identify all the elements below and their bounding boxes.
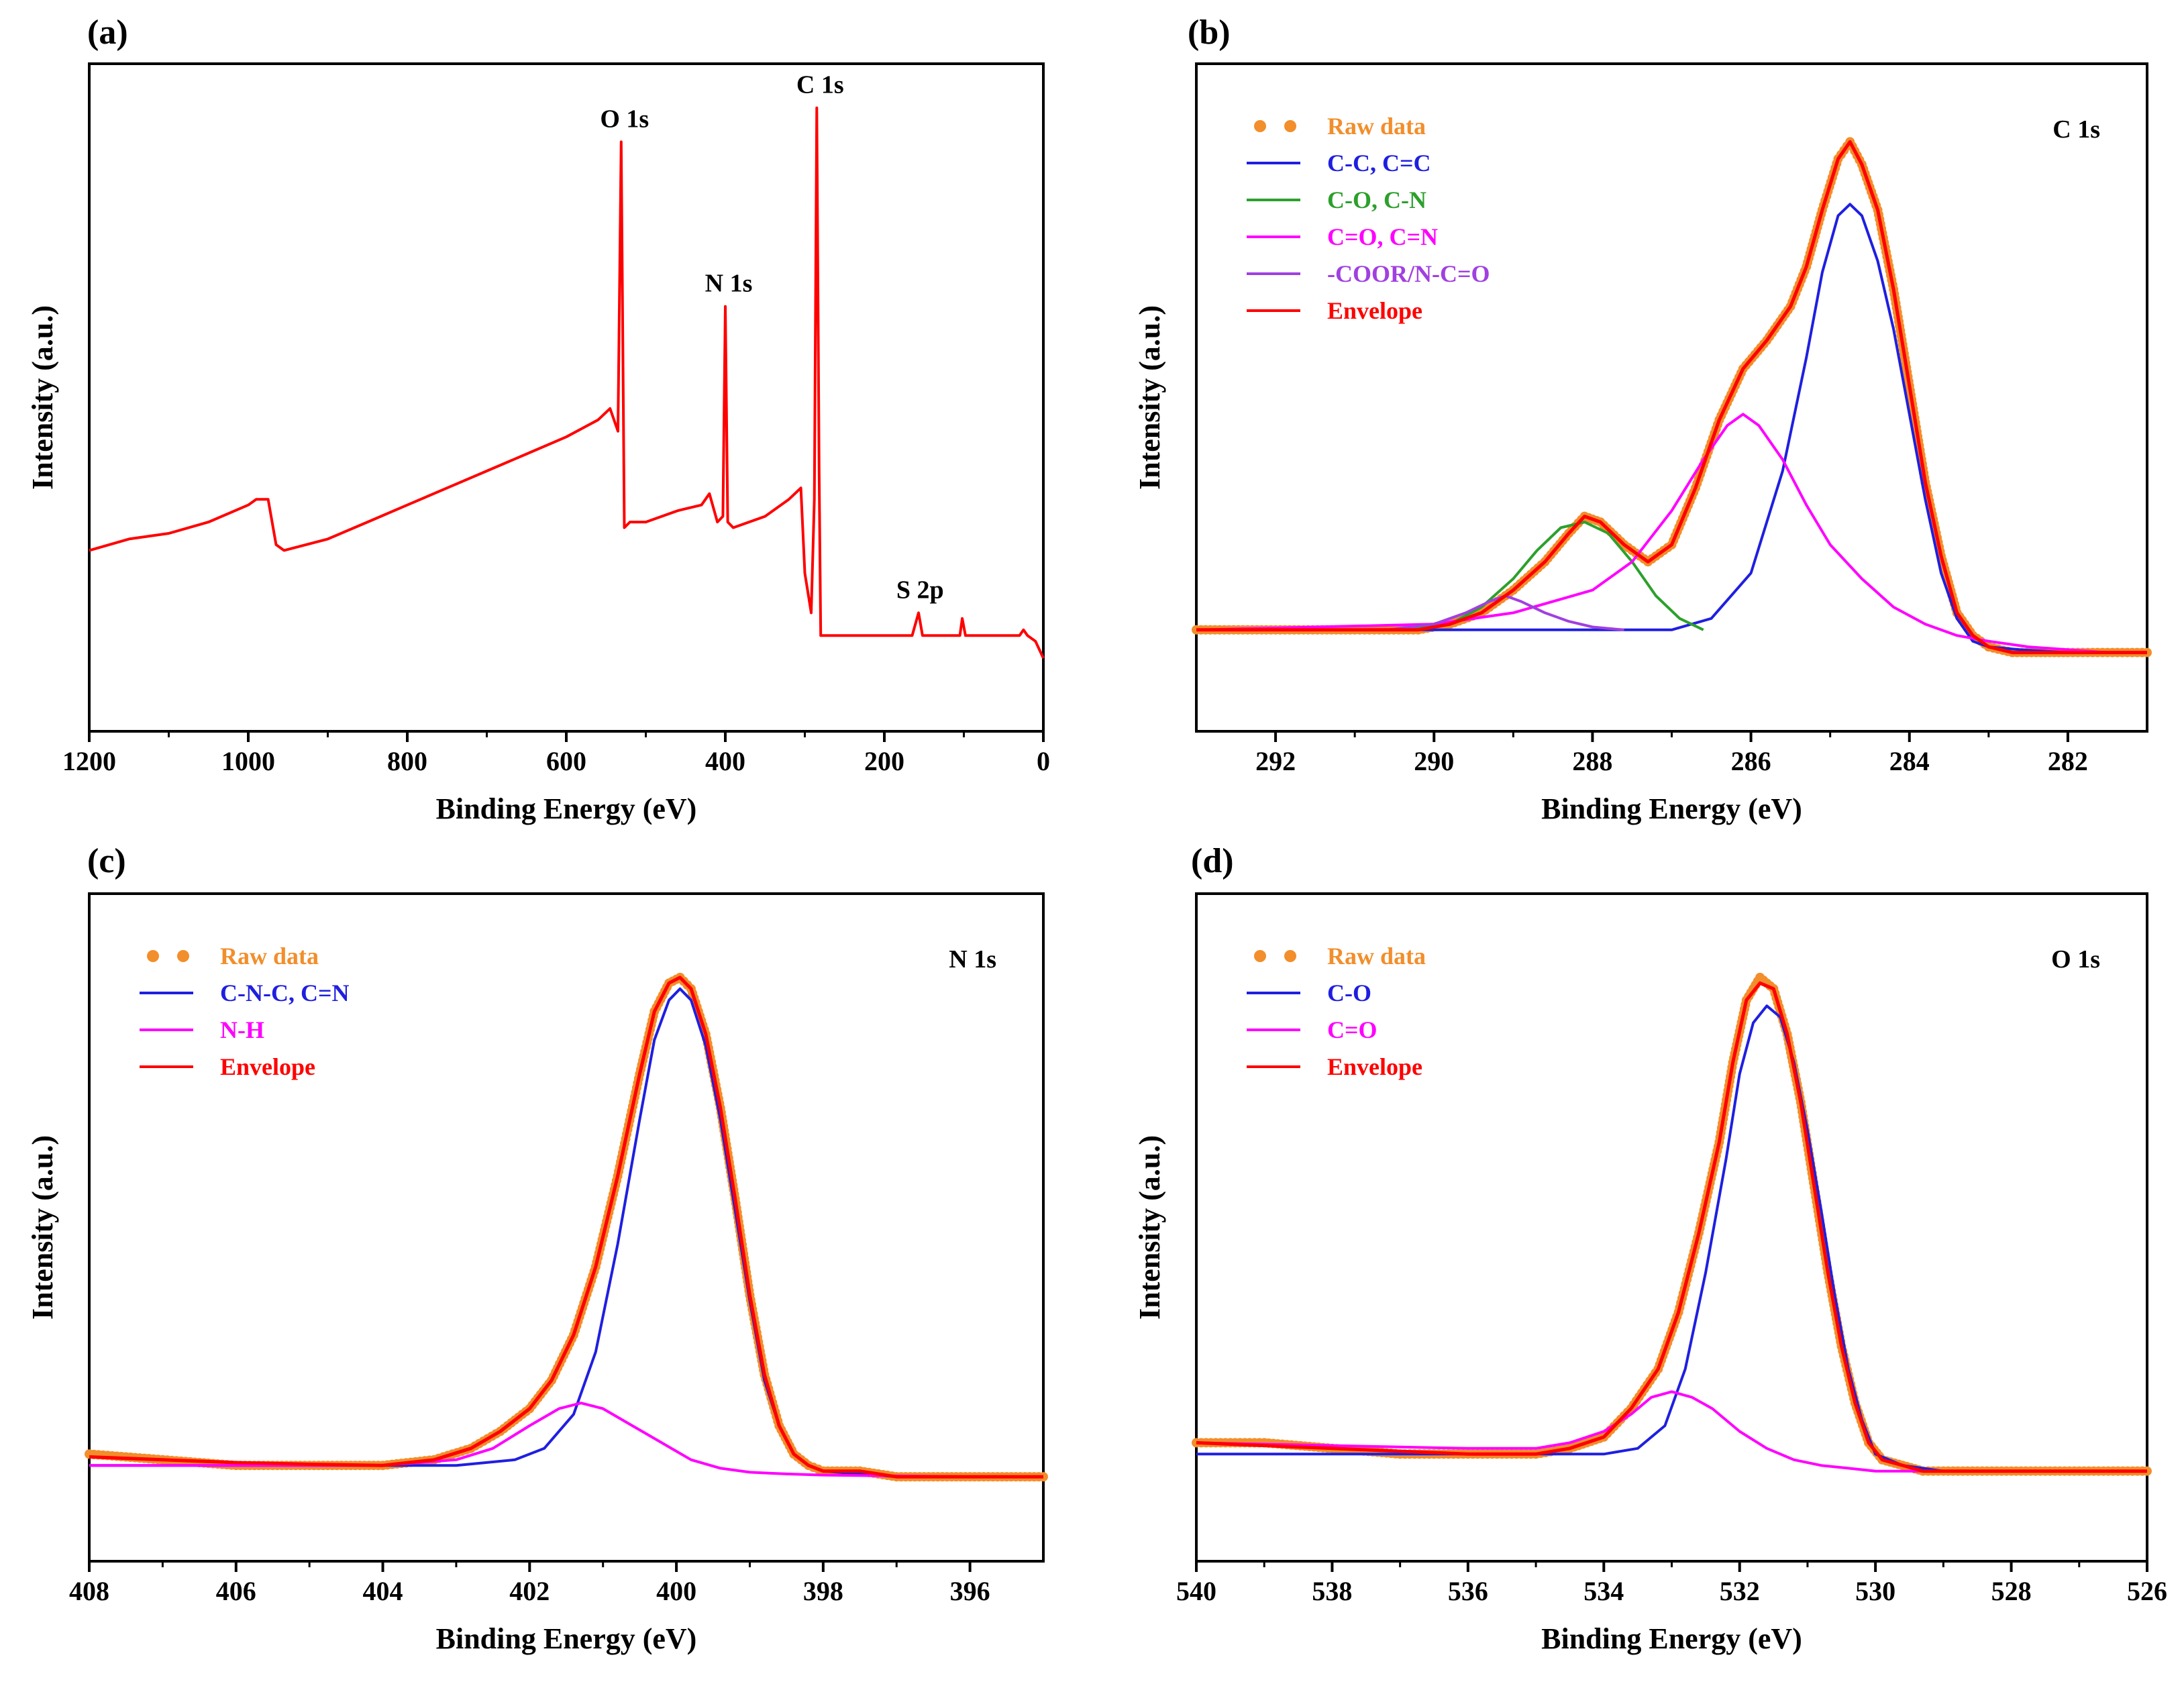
legend-swatch bbox=[177, 950, 189, 962]
x-axis-label: Binding Energy (eV) bbox=[1541, 1622, 1802, 1655]
x-tick-label: 1000 bbox=[221, 746, 275, 776]
x-tick-label: 532 bbox=[1720, 1576, 1760, 1606]
peak-annotation: O 1s bbox=[600, 105, 649, 133]
series-line-c-o-c-n bbox=[1196, 413, 2108, 654]
x-tick-label: 0 bbox=[1037, 746, 1050, 776]
series-line--coor-n-c-o bbox=[1386, 594, 1624, 631]
panel-letter: (d) bbox=[1191, 842, 1234, 880]
x-tick-label: 400 bbox=[656, 1576, 696, 1606]
series-line-c-c-c-c bbox=[1196, 203, 2108, 654]
peak-annotation: C 1s bbox=[796, 71, 844, 99]
x-tick-label: 396 bbox=[950, 1576, 990, 1606]
x-tick-label: 406 bbox=[216, 1576, 256, 1606]
x-axis-label: Binding Energy (eV) bbox=[1541, 792, 1802, 825]
legend-swatch bbox=[1254, 950, 1266, 962]
x-tick-label: 536 bbox=[1448, 1576, 1488, 1606]
panel-b-c1s: (b) 292 290 288 286 284 282 Binding Energy (eV)… bbox=[1133, 13, 2152, 825]
legend-swatch bbox=[1284, 950, 1296, 962]
x-tick-label: 292 bbox=[1255, 746, 1296, 776]
legend-label: Raw data bbox=[220, 943, 319, 969]
core-level-label: C 1s bbox=[2052, 115, 2100, 144]
legend: Raw data C-N-C, C=N N-H Envelope bbox=[140, 943, 349, 1080]
raw-data-series bbox=[1192, 972, 2152, 1476]
plot-frame bbox=[88, 62, 1045, 733]
legend-swatch bbox=[1284, 120, 1296, 132]
legend-label: C=O bbox=[1327, 1016, 1377, 1043]
legend-label: Raw data bbox=[1327, 943, 1426, 969]
x-tick-label: 290 bbox=[1414, 746, 1454, 776]
x-tick-label: 528 bbox=[1991, 1576, 2032, 1606]
legend-label: -COOR/N-C=O bbox=[1327, 260, 1490, 287]
x-tick-label: 200 bbox=[864, 746, 904, 776]
core-level-label: O 1s bbox=[2051, 945, 2100, 973]
legend-label: Envelope bbox=[1327, 1053, 1422, 1080]
y-axis-label: Intensity (a.u.) bbox=[1133, 1135, 1166, 1320]
x-tick-label: 538 bbox=[1312, 1576, 1352, 1606]
series-line-c-o-c-n bbox=[1410, 521, 1704, 631]
series-line-n-h bbox=[89, 1402, 1043, 1479]
x-tick-label: 534 bbox=[1583, 1576, 1624, 1606]
panel-letter: (a) bbox=[87, 13, 128, 52]
series-line-envelope bbox=[1196, 140, 2147, 655]
legend: Raw data C-C, C=C C-O, C-N C=O, C=N -COOR/N-… bbox=[1247, 113, 1490, 324]
x-axis-label: Binding Energy (eV) bbox=[436, 792, 697, 825]
series-line-envelope bbox=[1196, 981, 2147, 1473]
panel-letter: (b) bbox=[1188, 13, 1231, 52]
x-tick-label: 408 bbox=[69, 1576, 109, 1606]
x-tick-label: 282 bbox=[2048, 746, 2088, 776]
legend-swatch bbox=[1254, 120, 1266, 132]
x-tick-label: 404 bbox=[363, 1576, 403, 1606]
panel-d-o1s: (d) 540 538 536 534 532 530 528 526 Binding Energ… bbox=[1133, 842, 2167, 1655]
peak-annotation: N 1s bbox=[705, 270, 753, 298]
raw-data-series bbox=[85, 972, 1048, 1482]
legend-label: C-O, C-N bbox=[1327, 187, 1426, 213]
x-tick-label: 400 bbox=[705, 746, 745, 776]
x-axis-label: Binding Energy (eV) bbox=[436, 1622, 697, 1655]
series-line-survey bbox=[89, 106, 1045, 659]
x-tick-label: 398 bbox=[803, 1576, 843, 1606]
core-level-label: N 1s bbox=[949, 945, 996, 973]
legend-label: Envelope bbox=[1327, 297, 1422, 324]
legend-label: C-N-C, C=N bbox=[220, 980, 349, 1006]
x-tick-label: 526 bbox=[2127, 1576, 2167, 1606]
x-tick-label: 600 bbox=[546, 746, 586, 776]
legend-label: N-H bbox=[220, 1016, 264, 1043]
peak-annotation: S 2p bbox=[896, 576, 944, 604]
series-line-envelope bbox=[89, 976, 1043, 1479]
plot-frame bbox=[88, 892, 1045, 1563]
x-tick-label: 288 bbox=[1572, 746, 1612, 776]
panel-a-survey: (a) 1200 1000 800 600 400 200 0 Binding Energy (… bbox=[26, 13, 1050, 825]
x-tick-label: 1200 bbox=[62, 746, 116, 776]
y-axis-label: Intensity (a.u.) bbox=[26, 305, 59, 490]
x-tick-label: 800 bbox=[387, 746, 427, 776]
x-tick-label: 540 bbox=[1176, 1576, 1216, 1606]
legend-swatch bbox=[147, 950, 159, 962]
panel-c-n1s: (c) 408 406 404 402 400 398 396 Binding Energy (… bbox=[26, 842, 1048, 1655]
series-line-c-o bbox=[1196, 1390, 2147, 1473]
panel-letter: (c) bbox=[87, 842, 126, 880]
y-axis-label: Intensity (a.u.) bbox=[1133, 305, 1166, 490]
legend: Raw data C-O C=O Envelope bbox=[1247, 943, 1426, 1080]
legend-label: C=O, C=N bbox=[1327, 223, 1438, 250]
legend-label: Envelope bbox=[220, 1053, 315, 1080]
x-tick-label: 284 bbox=[1889, 746, 1930, 776]
x-tick-label: 402 bbox=[509, 1576, 550, 1606]
legend-label: C-C, C=C bbox=[1327, 150, 1431, 176]
legend-label: Raw data bbox=[1327, 113, 1426, 140]
legend-label: C-O bbox=[1327, 980, 1371, 1006]
x-tick-label: 530 bbox=[1855, 1576, 1895, 1606]
x-tick-label: 286 bbox=[1731, 746, 1771, 776]
raw-data-series bbox=[1192, 137, 2152, 657]
y-axis-label: Intensity (a.u.) bbox=[26, 1135, 59, 1320]
